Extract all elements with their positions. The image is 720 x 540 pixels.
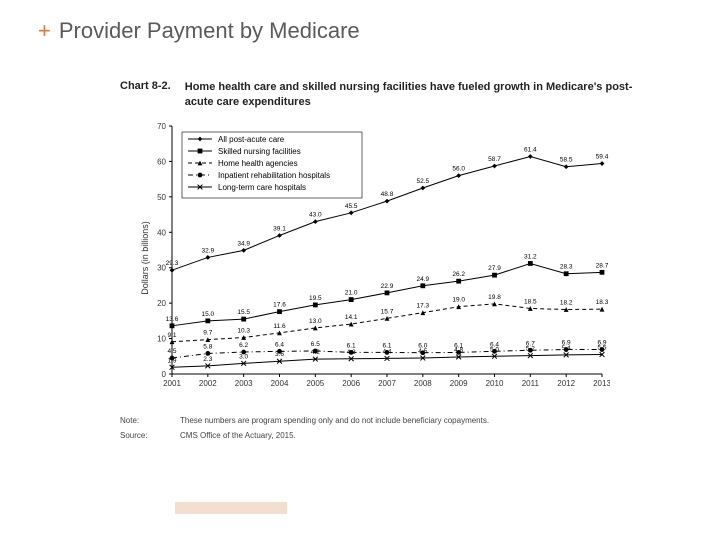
note-text: These numbers are program spending only … [180,416,489,425]
svg-text:18.3: 18.3 [596,299,609,306]
svg-text:5.4: 5.4 [562,345,571,352]
svg-text:28.7: 28.7 [596,262,609,269]
svg-text:5.0: 5.0 [490,346,499,353]
svg-text:2.3: 2.3 [203,356,212,363]
source-label: Source: [120,431,160,440]
source-text: CMS Office of the Actuary, 2015. [180,431,296,440]
svg-text:19.0: 19.0 [452,296,465,303]
svg-text:10.3: 10.3 [237,327,250,334]
svg-text:26.2: 26.2 [452,271,465,278]
svg-text:5.8: 5.8 [203,343,212,350]
svg-text:2004: 2004 [271,379,289,388]
svg-text:3.0: 3.0 [239,353,248,360]
svg-text:22.9: 22.9 [381,283,394,290]
svg-text:Long-term care hospitals: Long-term care hospitals [218,183,306,192]
svg-text:58.5: 58.5 [560,156,573,163]
svg-text:34.9: 34.9 [237,240,250,247]
svg-text:19.8: 19.8 [488,294,501,301]
svg-text:13.6: 13.6 [166,316,179,323]
svg-text:6.2: 6.2 [239,342,248,349]
chart-block: Chart 8-2. Home health care and skilled … [120,80,640,446]
slide-title-row: + Provider Payment by Medicare [0,0,720,44]
svg-text:2011: 2011 [522,379,540,388]
svg-text:2005: 2005 [306,379,324,388]
svg-text:2006: 2006 [342,379,360,388]
svg-text:2001: 2001 [163,379,181,388]
plus-icon: + [38,18,51,44]
svg-text:70: 70 [157,122,166,131]
svg-text:5.5: 5.5 [597,344,606,351]
svg-text:50: 50 [157,193,166,202]
svg-text:4.2: 4.2 [311,349,320,356]
svg-text:4.8: 4.8 [454,347,463,354]
svg-text:56.0: 56.0 [452,165,465,172]
svg-text:52.5: 52.5 [417,178,430,185]
svg-text:6.5: 6.5 [311,341,320,348]
svg-text:4.3: 4.3 [347,348,356,355]
svg-text:39.1: 39.1 [273,225,286,232]
svg-text:Inpatient rehabilitation hospi: Inpatient rehabilitation hospitals [218,171,330,180]
svg-text:2012: 2012 [557,379,575,388]
svg-text:40: 40 [157,228,166,237]
svg-text:45.5: 45.5 [345,202,358,209]
svg-text:2003: 2003 [235,379,253,388]
svg-text:43.0: 43.0 [309,211,322,218]
accent-bar [175,502,287,514]
svg-text:15.0: 15.0 [202,311,215,318]
svg-text:4.5: 4.5 [418,348,427,355]
svg-text:2010: 2010 [486,379,504,388]
svg-text:4.4: 4.4 [382,348,391,355]
svg-text:2008: 2008 [414,379,432,388]
svg-text:18.2: 18.2 [560,299,573,306]
svg-text:Home health agencies: Home health agencies [218,159,298,168]
svg-text:All post-acute care: All post-acute care [218,135,285,144]
slide-title: Provider Payment by Medicare [59,18,360,44]
y-axis-label: Dollars (in billions) [140,221,150,295]
chart-plot: Dollars (in billions) 010203040506070200… [140,118,610,398]
svg-text:14.1: 14.1 [345,314,358,321]
svg-text:17.3: 17.3 [417,302,430,309]
svg-text:31.2: 31.2 [524,253,537,260]
svg-text:19.5: 19.5 [309,295,322,302]
svg-text:4.5: 4.5 [167,348,176,355]
svg-text:6.4: 6.4 [275,341,284,348]
svg-text:15.7: 15.7 [381,308,394,315]
svg-text:48.8: 48.8 [381,191,394,198]
svg-text:27.9: 27.9 [488,265,501,272]
svg-text:9.7: 9.7 [203,329,212,336]
svg-text:0: 0 [162,370,167,379]
svg-text:18.5: 18.5 [524,298,537,305]
svg-text:13.0: 13.0 [309,318,322,325]
svg-text:20: 20 [157,299,166,308]
svg-text:15.5: 15.5 [237,309,250,316]
svg-text:60: 60 [157,157,166,166]
svg-text:29.3: 29.3 [166,260,179,267]
svg-text:2002: 2002 [199,379,217,388]
svg-text:24.9: 24.9 [417,275,430,282]
svg-text:58.7: 58.7 [488,156,501,163]
svg-text:2007: 2007 [378,379,396,388]
svg-text:28.3: 28.3 [560,263,573,270]
svg-text:9.1: 9.1 [167,331,176,338]
svg-text:11.6: 11.6 [273,323,286,330]
svg-text:Skilled nursing facilities: Skilled nursing facilities [218,147,301,156]
svg-text:32.9: 32.9 [202,247,215,254]
svg-text:3.6: 3.6 [275,351,284,358]
chart-svg: 0102030405060702001200220032004200520062… [140,118,610,398]
chart-footer: Note: These numbers are program spending… [120,416,640,440]
svg-text:2013: 2013 [593,379,610,388]
svg-text:10: 10 [157,334,166,343]
chart-title: Home health care and skilled nursing fac… [185,80,640,110]
note-label: Note: [120,416,160,425]
svg-text:17.6: 17.6 [273,301,286,308]
svg-text:1.9: 1.9 [167,357,176,364]
svg-text:5.2: 5.2 [526,345,535,352]
svg-text:59.4: 59.4 [596,153,609,160]
chart-number: Chart 8-2. [120,80,171,92]
svg-text:2009: 2009 [450,379,468,388]
chart-header: Chart 8-2. Home health care and skilled … [120,80,640,110]
svg-text:61.4: 61.4 [524,146,537,153]
svg-text:21.0: 21.0 [345,289,358,296]
